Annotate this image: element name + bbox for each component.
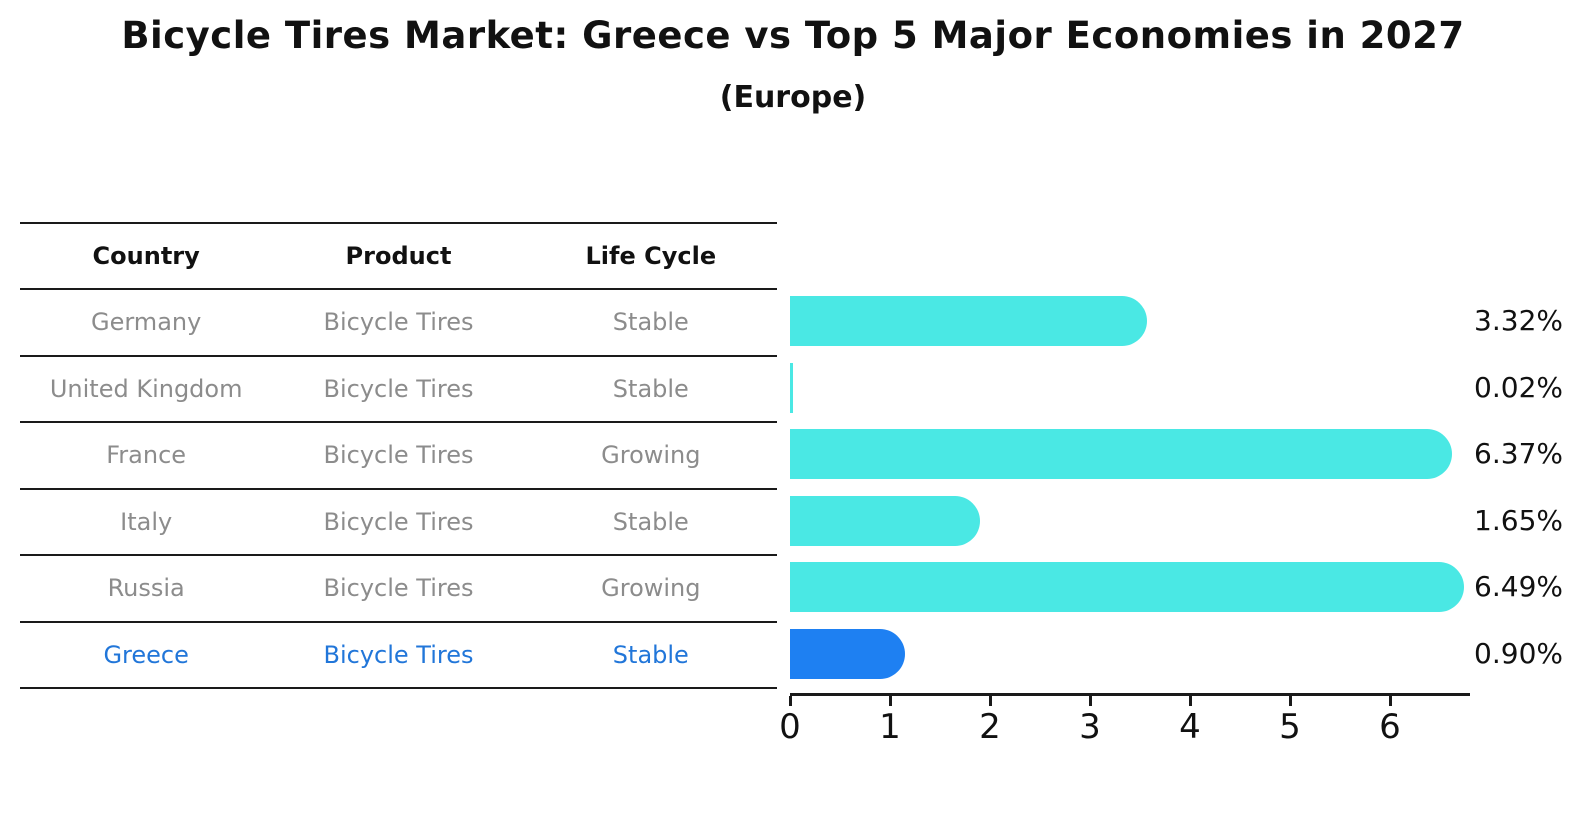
- cell-product: Bicycle Tires: [323, 574, 474, 603]
- cell-country: Italy: [120, 507, 173, 536]
- table-row: United Kingdom Bicycle Tires Stable: [20, 357, 777, 423]
- cell-country: Russia: [107, 574, 185, 603]
- cell-product: Bicycle Tires: [323, 640, 474, 669]
- x-axis-tick-label: 5: [1279, 707, 1301, 747]
- table-row: Italy Bicycle Tires Stable: [20, 490, 777, 556]
- cell-life-cycle: Stable: [612, 640, 689, 669]
- cell-country: United Kingdom: [49, 374, 243, 403]
- x-axis-line: [790, 693, 1470, 696]
- chart-subtitle: (Europe): [719, 80, 867, 115]
- x-axis-tick-label: 6: [1379, 707, 1401, 747]
- table-row: France Bicycle Tires Growing: [20, 423, 777, 490]
- bar-germany: [790, 296, 1147, 347]
- value-label-russia: 6.49%: [1474, 570, 1563, 604]
- value-label-france: 6.37%: [1474, 437, 1563, 471]
- x-axis-tick-label: 4: [1179, 707, 1201, 747]
- cell-life-cycle: Stable: [612, 507, 689, 536]
- table-rows: Germany Bicycle Tires Stable United King…: [20, 290, 777, 689]
- bar-united-kingdom: [790, 362, 793, 413]
- x-axis-tick-label: 1: [879, 707, 901, 747]
- x-axis-tick: [888, 696, 892, 706]
- cell-life-cycle: Growing: [601, 574, 701, 603]
- table-row: Greece Bicycle Tires Stable: [20, 623, 777, 689]
- cell-country: Germany: [91, 308, 202, 337]
- x-axis-tick: [1188, 696, 1192, 706]
- header-country: Country: [92, 242, 200, 270]
- value-label-italy: 1.65%: [1474, 503, 1563, 537]
- value-label-greece: 0.90%: [1474, 636, 1563, 670]
- header-product: Product: [345, 242, 452, 270]
- value-label-germany: 3.32%: [1474, 304, 1563, 338]
- cell-life-cycle: Growing: [601, 441, 701, 470]
- x-axis-tick: [1088, 696, 1092, 706]
- x-axis-tick-label: 2: [979, 707, 1001, 747]
- bar-russia: [790, 562, 1464, 613]
- x-axis-tick: [1388, 696, 1392, 706]
- x-axis-tick: [788, 696, 792, 706]
- header-life-cycle: Life Cycle: [585, 242, 717, 270]
- table-header-row: Country Product Life Cycle: [20, 224, 777, 290]
- cell-product: Bicycle Tires: [323, 374, 474, 403]
- table-row: Germany Bicycle Tires Stable: [20, 290, 777, 357]
- cell-product: Bicycle Tires: [323, 441, 474, 470]
- bar-france: [790, 429, 1452, 480]
- cell-life-cycle: Stable: [612, 308, 689, 337]
- table-row: Russia Bicycle Tires Growing: [20, 556, 777, 623]
- chart-title: Bicycle Tires Market: Greece vs Top 5 Ma…: [121, 14, 1465, 57]
- value-label-united-kingdom: 0.02%: [1474, 370, 1563, 404]
- country-table: Country Product Life Cycle Germany Bicyc…: [20, 222, 777, 689]
- x-axis-tick-label: 3: [1079, 707, 1101, 747]
- cell-product: Bicycle Tires: [323, 308, 474, 337]
- x-axis-tick-label: 0: [779, 707, 801, 747]
- cell-product: Bicycle Tires: [323, 507, 474, 536]
- cell-country: France: [106, 441, 187, 470]
- bar-greece: [790, 628, 905, 679]
- x-axis-tick: [1288, 696, 1292, 706]
- x-axis-tick: [988, 696, 992, 706]
- bar-italy: [790, 495, 980, 546]
- cell-life-cycle: Stable: [612, 374, 689, 403]
- cell-country: Greece: [103, 640, 189, 669]
